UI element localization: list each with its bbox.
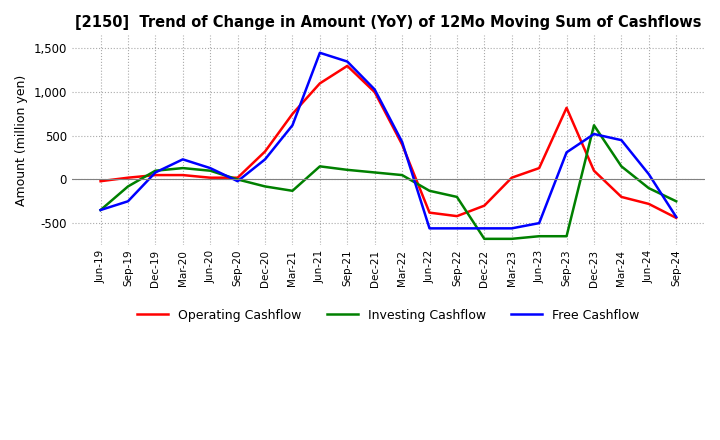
Investing Cashflow [151, 168, 160, 173]
Operating Cashflow [426, 210, 434, 215]
Free Cashflow [261, 157, 269, 162]
Investing Cashflow [535, 234, 544, 239]
Free Cashflow [480, 226, 489, 231]
Investing Cashflow [343, 167, 351, 172]
Line: Operating Cashflow: Operating Cashflow [101, 66, 676, 218]
Operating Cashflow [672, 215, 680, 220]
Investing Cashflow [261, 184, 269, 189]
Free Cashflow [370, 87, 379, 92]
Y-axis label: Amount (million yen): Amount (million yen) [15, 74, 28, 206]
Free Cashflow [343, 59, 351, 64]
Operating Cashflow [590, 168, 598, 173]
Operating Cashflow [315, 81, 324, 86]
Free Cashflow [206, 165, 215, 171]
Free Cashflow [179, 157, 187, 162]
Operating Cashflow [535, 165, 544, 171]
Free Cashflow [535, 220, 544, 226]
Operating Cashflow [397, 142, 406, 147]
Operating Cashflow [261, 149, 269, 154]
Investing Cashflow [288, 188, 297, 194]
Line: Free Cashflow: Free Cashflow [101, 53, 676, 228]
Operating Cashflow [124, 175, 132, 180]
Free Cashflow [644, 172, 653, 177]
Investing Cashflow [179, 165, 187, 171]
Investing Cashflow [562, 234, 571, 239]
Investing Cashflow [617, 164, 626, 169]
Investing Cashflow [96, 207, 105, 213]
Free Cashflow [562, 150, 571, 155]
Operating Cashflow [343, 63, 351, 69]
Free Cashflow [453, 226, 462, 231]
Investing Cashflow [426, 188, 434, 194]
Investing Cashflow [453, 194, 462, 200]
Line: Investing Cashflow: Investing Cashflow [101, 125, 676, 239]
Investing Cashflow [370, 170, 379, 175]
Operating Cashflow [562, 105, 571, 110]
Operating Cashflow [453, 213, 462, 219]
Free Cashflow [617, 138, 626, 143]
Investing Cashflow [315, 164, 324, 169]
Investing Cashflow [206, 168, 215, 173]
Free Cashflow [508, 226, 516, 231]
Legend: Operating Cashflow, Investing Cashflow, Free Cashflow: Operating Cashflow, Investing Cashflow, … [132, 304, 644, 327]
Investing Cashflow [644, 186, 653, 191]
Operating Cashflow [370, 89, 379, 95]
Investing Cashflow [480, 236, 489, 242]
Operating Cashflow [206, 175, 215, 180]
Investing Cashflow [590, 123, 598, 128]
Free Cashflow [151, 170, 160, 175]
Operating Cashflow [508, 175, 516, 180]
Free Cashflow [124, 198, 132, 204]
Operating Cashflow [644, 201, 653, 206]
Operating Cashflow [288, 111, 297, 117]
Free Cashflow [315, 50, 324, 55]
Free Cashflow [96, 207, 105, 213]
Operating Cashflow [480, 203, 489, 208]
Operating Cashflow [617, 194, 626, 200]
Free Cashflow [233, 179, 242, 184]
Free Cashflow [397, 139, 406, 144]
Investing Cashflow [124, 184, 132, 189]
Investing Cashflow [233, 177, 242, 182]
Free Cashflow [426, 226, 434, 231]
Investing Cashflow [508, 236, 516, 242]
Free Cashflow [590, 132, 598, 137]
Free Cashflow [288, 123, 297, 128]
Operating Cashflow [96, 179, 105, 184]
Free Cashflow [672, 214, 680, 220]
Investing Cashflow [397, 172, 406, 178]
Operating Cashflow [233, 175, 242, 180]
Operating Cashflow [179, 172, 187, 178]
Investing Cashflow [672, 198, 680, 204]
Title: [2150]  Trend of Change in Amount (YoY) of 12Mo Moving Sum of Cashflows: [2150] Trend of Change in Amount (YoY) o… [75, 15, 702, 30]
Operating Cashflow [151, 172, 160, 178]
